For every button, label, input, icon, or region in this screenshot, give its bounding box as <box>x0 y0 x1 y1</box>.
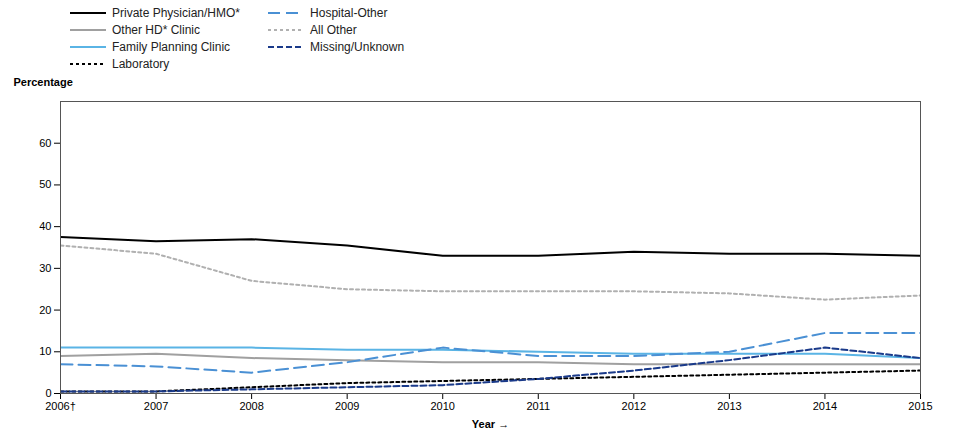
svg-text:40: 40 <box>39 220 51 232</box>
svg-text:2007: 2007 <box>144 400 168 412</box>
html-text:Other HD* Clinic: Other HD* Clinic <box>112 23 200 37</box>
html-text:All Other: All Other <box>310 23 357 37</box>
svg-text:2014: 2014 <box>813 400 837 412</box>
html-text:Hospital-Other: Hospital-Other <box>310 6 388 20</box>
svg-text:2009: 2009 <box>335 400 359 412</box>
svg-text:50: 50 <box>39 178 51 190</box>
svg-text:60: 60 <box>39 137 51 149</box>
html-text:Family Planning Clinic: Family Planning Clinic <box>112 40 230 54</box>
svg-text:0: 0 <box>45 387 51 399</box>
svg-text:Percentage: Percentage <box>14 76 73 88</box>
svg-text:2008: 2008 <box>239 400 263 412</box>
svg-text:20: 20 <box>39 304 51 316</box>
svg-text:10: 10 <box>39 345 51 357</box>
html-text:Laboratory: Laboratory <box>112 57 170 71</box>
svg-text:2011: 2011 <box>526 400 550 412</box>
svg-text:2015: 2015 <box>908 400 932 412</box>
html-text:Missing/Unknown: Missing/Unknown <box>310 40 405 54</box>
svg-text:Year →: Year → <box>472 418 509 430</box>
svg-text:2012: 2012 <box>622 400 646 412</box>
svg-text:2006†: 2006† <box>45 400 76 412</box>
svg-text:2013: 2013 <box>717 400 741 412</box>
svg-text:30: 30 <box>39 262 51 274</box>
html-text:Private Physician/HMO*: Private Physician/HMO* <box>112 6 240 20</box>
svg-text:2010: 2010 <box>430 400 454 412</box>
